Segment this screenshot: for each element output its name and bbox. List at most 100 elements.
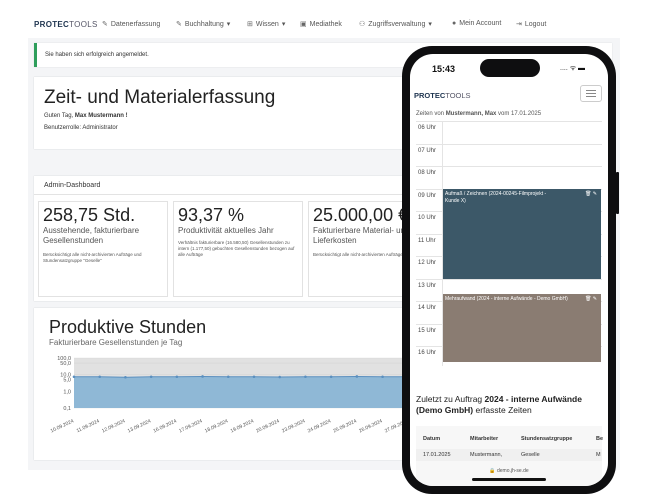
hamburger-menu-button[interactable]	[580, 85, 602, 102]
alert-text: Sie haben sich erfolgreich angemeldet.	[45, 52, 149, 58]
nav-logout[interactable]: ⇥ Logout	[516, 20, 547, 29]
edit-icon: ✎	[102, 21, 108, 28]
hour-label: 06 Uhr	[418, 125, 437, 131]
x-tick-label: 20.09.2024	[255, 418, 280, 434]
data-point[interactable]	[304, 375, 307, 379]
chart-title: Produktive Stunden	[49, 317, 207, 337]
nav-wissen[interactable]: ⊞ Wissen ▾	[247, 20, 286, 29]
caret-down-icon: ▾	[226, 21, 231, 28]
x-tick-label: 26.09.2024	[358, 418, 383, 434]
page-title: Zeit- und Materialerfassung	[44, 87, 276, 108]
table-row[interactable]: 17.01.2025 Mustermann, Geselle M	[416, 449, 602, 461]
stat-value: 93,37 %	[178, 205, 245, 225]
y-tick-label: 1,0	[63, 389, 71, 395]
y-tick-label: 100,0	[57, 356, 71, 362]
stat-produktivitaet: 93,37 % Produktivität aktuelles Jahr Ver…	[173, 201, 303, 297]
data-point[interactable]	[98, 375, 102, 379]
data-point[interactable]	[252, 375, 256, 379]
phone-side-button	[616, 172, 619, 214]
data-point[interactable]	[278, 375, 282, 379]
delete-edit-icons[interactable]: 🗑 ✎	[585, 191, 597, 197]
data-point[interactable]	[355, 375, 359, 378]
admin-dashboard-header: Admin-Dashboard	[34, 176, 609, 195]
table-header: Stundensatzgruppe	[521, 436, 573, 442]
stat-note: Berücksichtigt alle nicht-archivierten A…	[43, 252, 142, 263]
brand-logo[interactable]: PROTECTOOLS	[34, 20, 98, 29]
stat-label: Fakturierbare Material- und Lieferkosten	[313, 226, 410, 245]
table-header: Mitarbeiter	[470, 436, 499, 442]
greeting: Guten Tag, Max Mustermann !	[44, 113, 128, 119]
hour-label: 07 Uhr	[418, 147, 437, 154]
y-tick-label: 5,0	[63, 378, 71, 384]
user-icon: ●	[452, 20, 457, 27]
calendar-event-aufmass[interactable]: Aufmaß / Zeichnen (2024-00245-Filmprojek…	[443, 189, 601, 279]
dynamic-island	[480, 59, 540, 77]
x-tick-label: 23.09.2024	[281, 418, 306, 434]
photos-icon: ▣	[300, 21, 307, 28]
nav-buchhaltung[interactable]: ✎ Buchhaltung ▾	[176, 20, 231, 29]
y-tick-label: 0,1	[63, 406, 71, 412]
caret-down-icon: ▾	[281, 21, 286, 28]
y-tick-label: 50,0	[60, 361, 71, 367]
data-point[interactable]	[72, 375, 76, 379]
phone-screen: 15:43 .... ᯤ ▬ PROTECTOOLS Zeiten von Mu…	[410, 54, 608, 486]
x-tick-label: 16.09.2024	[152, 418, 177, 434]
table-header: Datum	[423, 436, 441, 442]
delete-edit-icons[interactable]: 🗑 ✎	[585, 296, 597, 302]
x-tick-label: 12.09.2024	[101, 418, 126, 434]
edit-icon: ✎	[176, 21, 182, 28]
data-point[interactable]	[201, 375, 204, 378]
navbar: PROTECTOOLS ✎ Datenerfassung ✎ Buchhaltung…	[28, 0, 620, 38]
x-tick-label: 13.09.2024	[127, 418, 152, 434]
hour-label: 13 Uhr	[418, 282, 437, 289]
user-role: Benutzerrolle: Administrator	[44, 125, 118, 131]
table-header: Be	[596, 436, 604, 442]
nav-zugriffsverwaltung[interactable]: ⚇ Zugriffsverwaltung ▾	[359, 20, 432, 29]
status-time: 15:43	[432, 64, 456, 74]
nav-mediathek[interactable]: ▣ Mediathek	[300, 20, 342, 29]
hour-label: 09 Uhr	[418, 192, 437, 199]
hour-label: 16 Uhr	[418, 350, 437, 356]
calendar-event-mehraufwand[interactable]: Mehraufwand (2024 - interne Aufwände - D…	[443, 294, 601, 362]
series-area-lower	[74, 376, 434, 408]
stat-label: Produktivität aktuelles Jahr	[178, 226, 274, 235]
hour-label: 14 Uhr	[418, 305, 437, 311]
zuletzt-heading: Zuletzt zu Auftrag 2024 - interne Aufwän…	[416, 394, 582, 415]
logout-icon: ⇥	[516, 21, 522, 28]
stat-note: Verhältnis fakturierbare (16.580,50) Ges…	[178, 240, 295, 257]
x-tick-label: 25.09.2024	[332, 418, 357, 434]
nav-datenerfassung[interactable]: ✎ Datenerfassung	[102, 20, 161, 29]
users-icon: ⚇	[359, 21, 366, 28]
x-tick-label: 24.09.2024	[307, 418, 332, 434]
home-indicator	[472, 478, 546, 481]
hour-label: 12 Uhr	[418, 260, 437, 266]
stat-value: 25.000,00 €	[313, 205, 409, 225]
data-point[interactable]	[381, 375, 384, 379]
stat-gesellenstunden: 258,75 Std. Ausstehende, fakturierbare G…	[38, 201, 168, 297]
stat-note: Berücksichtigt alle nicht-archivierten A…	[313, 252, 403, 257]
stat-label: Ausstehende, fakturierbare Gesellenstund…	[43, 226, 140, 245]
data-point[interactable]	[329, 375, 333, 379]
x-tick-label: 17.09.2024	[178, 418, 203, 434]
data-point[interactable]	[226, 375, 230, 379]
zeiten-heading: Zeiten von Mustermann, Max vom 17.01.202…	[416, 111, 542, 117]
nav-mein-account[interactable]: ● Mein Account	[452, 20, 502, 27]
x-tick-label: 10.09.2024	[50, 418, 75, 434]
data-point[interactable]	[149, 375, 153, 379]
url-bar[interactable]: 🔒 demo.jh-se.de	[489, 468, 529, 474]
x-tick-label: 19.09.2024	[230, 418, 255, 434]
data-point[interactable]	[175, 375, 179, 379]
x-tick-label: 11.09.2024	[76, 418, 101, 434]
stat-value: 258,75 Std.	[43, 205, 136, 225]
hour-label: 11 Uhr	[418, 237, 436, 244]
series-area-upper	[74, 358, 434, 378]
sitemap-icon: ⊞	[247, 21, 253, 28]
mobile-brand-logo[interactable]: PROTECTOOLS	[414, 91, 471, 100]
chart-subtitle: Fakturierbare Gesellenstunden je Tag	[49, 338, 183, 347]
status-icons: .... ᯤ ▬	[560, 65, 586, 72]
x-tick-label: 18.09.2024	[204, 418, 229, 434]
y-tick-label: 10,0	[60, 373, 71, 379]
hour-label: 10 Uhr	[418, 215, 437, 221]
data-point[interactable]	[124, 375, 127, 379]
hour-label: 15 Uhr	[418, 327, 437, 334]
